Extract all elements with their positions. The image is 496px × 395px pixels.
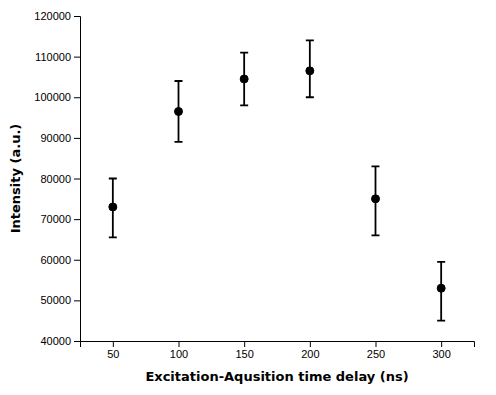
y-tick-mark: [74, 300, 80, 301]
y-axis: 40000 50000 60000 70000 80000 90000 100000 1100…: [34, 10, 80, 347]
y-tick-label: 120000: [34, 10, 71, 22]
y-tick-label: 40000: [40, 335, 71, 347]
x-tick-mark: [244, 341, 245, 347]
marks: [109, 40, 445, 320]
x-tick-mark: [376, 341, 377, 347]
x-tick-mark: [113, 341, 114, 347]
point: [306, 67, 314, 75]
y-tick: 80000: [40, 173, 80, 185]
y-tick: 70000: [40, 213, 80, 225]
error-bar: [306, 40, 314, 97]
point: [240, 75, 248, 83]
y-tick-label: 50000: [40, 294, 71, 306]
y-tick-mark: [74, 138, 80, 139]
x-tick: 250: [367, 341, 385, 360]
x-tick: 200: [301, 341, 319, 360]
x-axis-line: [81, 342, 475, 348]
x-tick-label: 250: [367, 348, 385, 360]
y-tick: 90000: [40, 132, 80, 144]
error-bar: [437, 262, 445, 321]
point: [372, 195, 380, 203]
point: [175, 107, 183, 115]
y-tick-label: 70000: [40, 213, 71, 225]
x-tick: 150: [235, 341, 253, 360]
y-tick-label: 100000: [34, 91, 71, 103]
y-tick-mark: [74, 57, 80, 58]
y-tick: 100000: [34, 91, 80, 103]
y-tick-mark: [74, 97, 80, 98]
y-tick: 60000: [40, 254, 80, 266]
point: [437, 284, 445, 292]
y-tick-mark: [74, 179, 80, 180]
y-axis-title: Intensity (a.u.): [8, 124, 23, 234]
x-axis: 50 100 150 200 250 300: [81, 341, 475, 360]
point: [109, 203, 117, 211]
x-tick-label: 100: [170, 348, 188, 360]
y-tick-mark: [74, 341, 80, 342]
error-bar: [175, 81, 183, 142]
x-axis-title: Excitation-Aqusition time delay (ns): [145, 369, 408, 384]
y-tick: 40000: [40, 335, 80, 347]
x-tick-label: 300: [432, 348, 450, 360]
y-tick: 120000: [34, 10, 80, 22]
y-tick-label: 60000: [40, 254, 71, 266]
x-tick: 300: [432, 341, 450, 360]
error-bar: [109, 179, 117, 238]
x-tick-mark: [310, 341, 311, 347]
x-tick-label: 200: [301, 348, 319, 360]
x-tick-mark: [179, 341, 180, 347]
error-bar: [372, 166, 380, 235]
y-axis-line: [74, 17, 81, 342]
chart: 50 100 150 200 250 300 40000 50000 60000 70000 800…: [0, 0, 496, 395]
y-tick-mark: [74, 260, 80, 261]
x-tick-mark: [441, 341, 442, 347]
y-tick-mark: [74, 219, 80, 220]
x-tick-label: 150: [235, 348, 253, 360]
y-tick-label: 90000: [40, 132, 71, 144]
error-bar: [240, 53, 248, 106]
y-tick-label: 80000: [40, 173, 71, 185]
y-tick: 110000: [35, 51, 80, 63]
plot: 50 100 150 200 250 300 40000 50000 60000 70000 800…: [34, 10, 474, 360]
x-tick: 100: [170, 341, 188, 360]
y-tick-mark: [74, 16, 80, 17]
x-tick: 50: [107, 341, 119, 360]
x-tick-label: 50: [107, 348, 119, 360]
y-tick: 50000: [40, 294, 80, 306]
y-tick-label: 110000: [35, 51, 71, 63]
